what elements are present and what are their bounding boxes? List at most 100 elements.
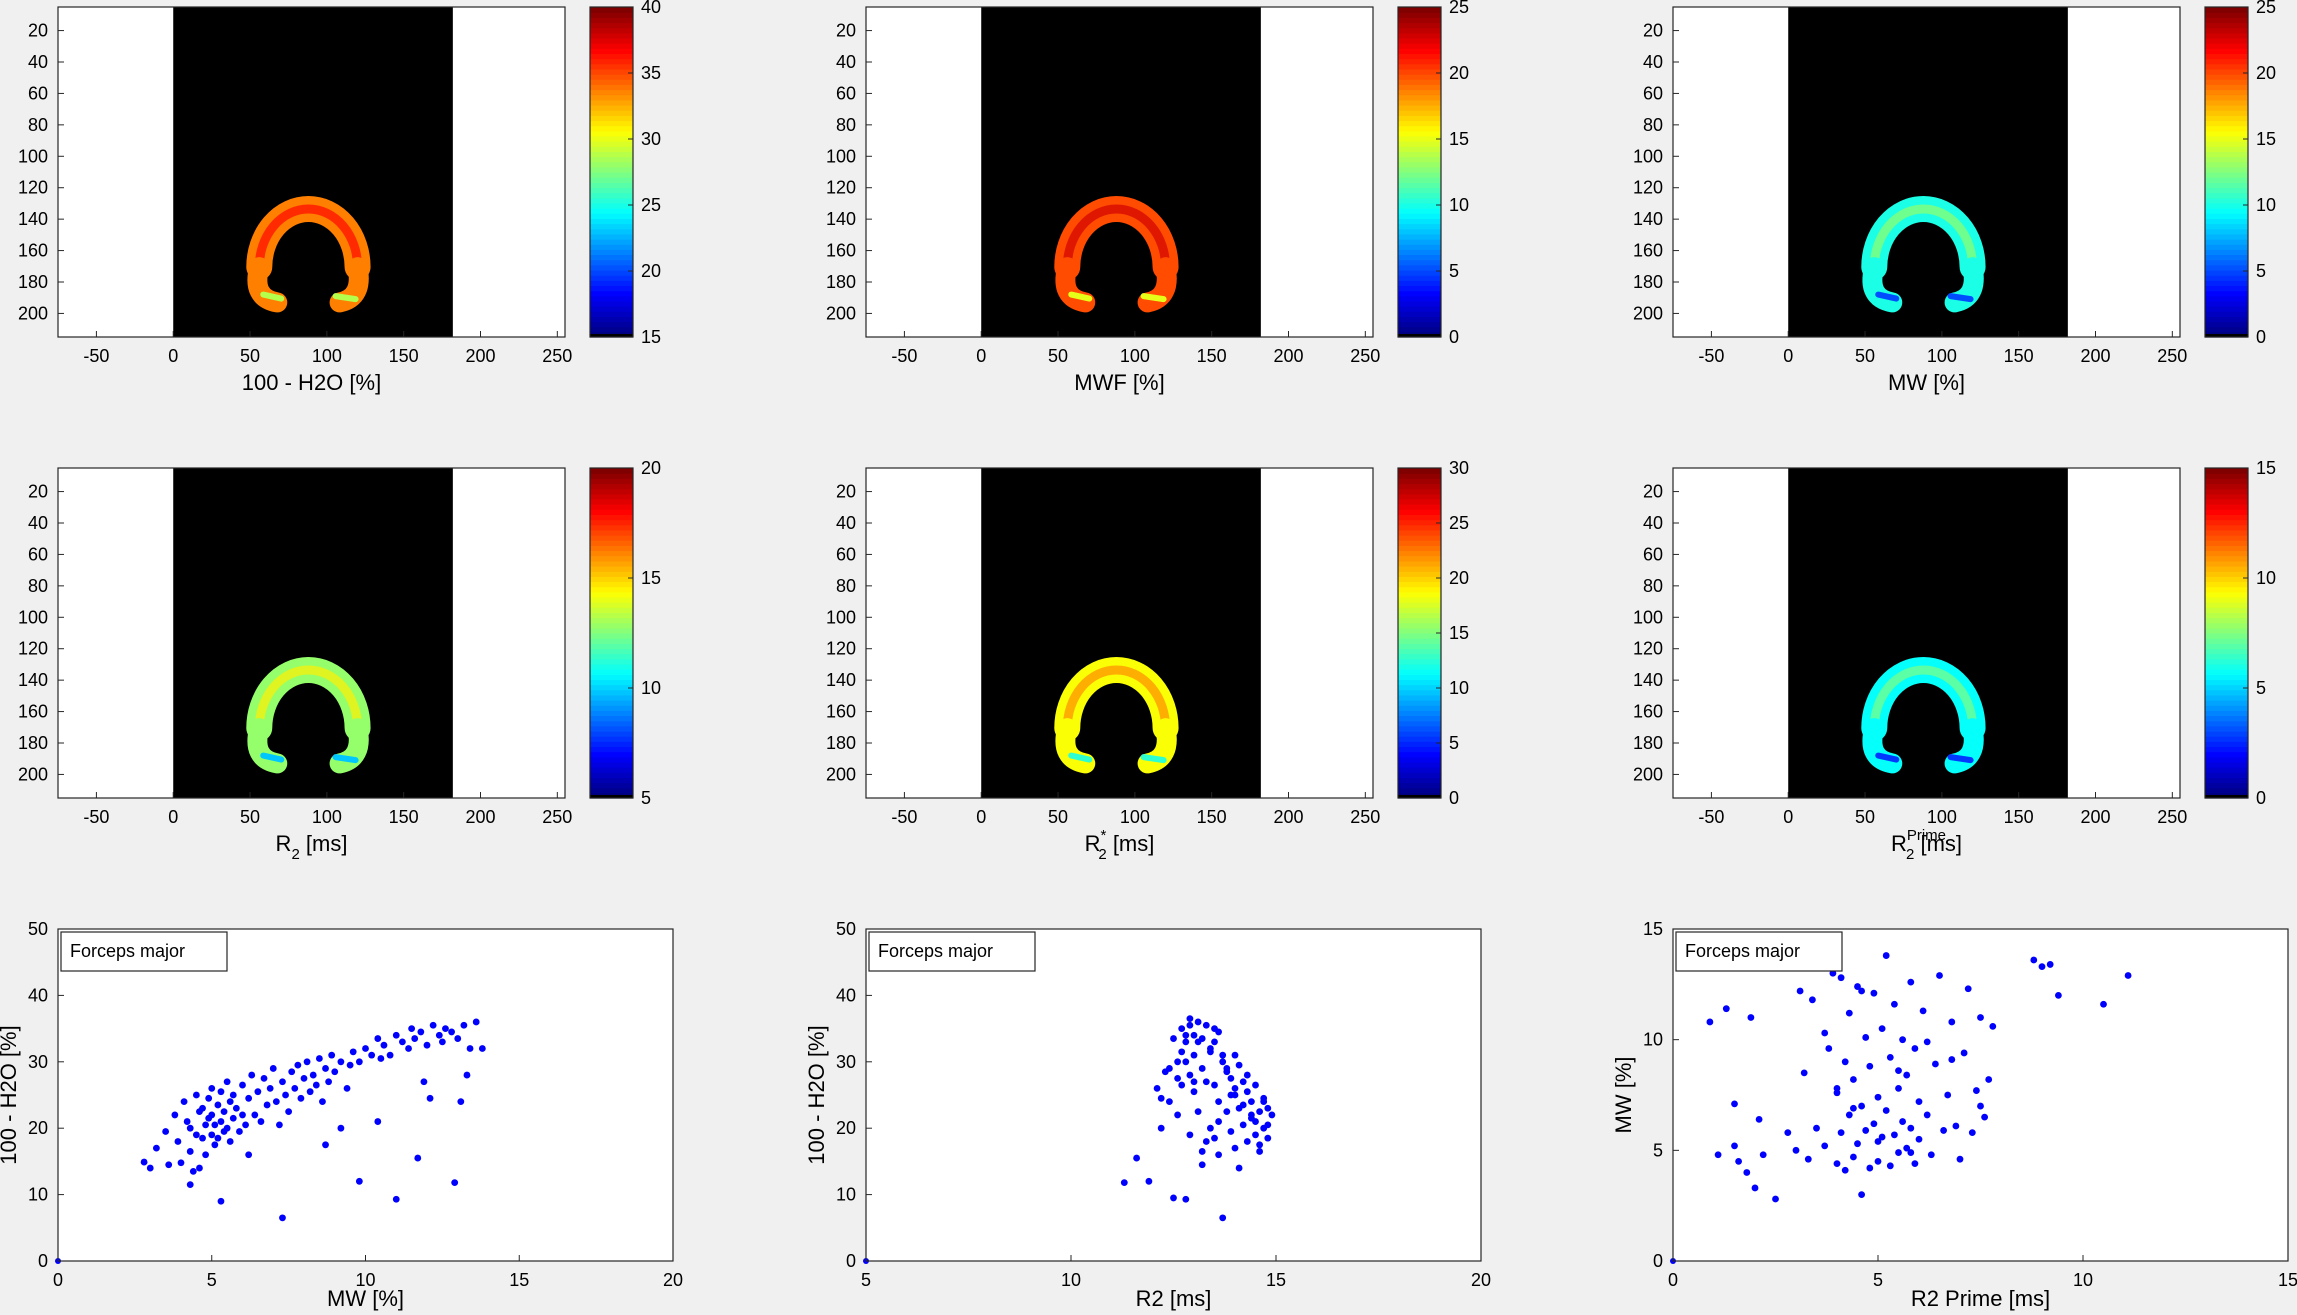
colorbar-segment [2205, 736, 2248, 742]
y-tick-label: 40 [836, 985, 856, 1005]
legend-box [1675, 931, 1843, 972]
data-point [1821, 1029, 1829, 1037]
data-point [1186, 1021, 1194, 1029]
tissue-arch-core [254, 665, 363, 729]
colorbar-segment [590, 782, 633, 789]
y-tick-label: 40 [1643, 513, 1663, 533]
colorbar-segment [2205, 202, 2248, 209]
colorbar-segment [2205, 612, 2248, 619]
data-point [1886, 1162, 1894, 1170]
x-tick-label: 10 [355, 1270, 375, 1290]
tissue-left-limb [247, 718, 288, 774]
colorbar-segment [1398, 130, 1441, 137]
plot-area [58, 929, 673, 1261]
x-tick-label: 150 [389, 346, 419, 366]
data-point [199, 1104, 206, 1112]
y-tick-label: 180 [1633, 272, 1663, 292]
x-tick-label: 0 [168, 346, 178, 366]
data-point [1858, 1191, 1865, 1198]
colorbar-segment [590, 213, 633, 220]
tissue-right-limb [1944, 718, 1984, 774]
x-tick-label: 50 [1855, 807, 1875, 827]
colorbar-segment [1398, 213, 1441, 220]
colorbar-floor [2205, 334, 2248, 337]
legend: Forceps major [60, 931, 228, 972]
colorbar-segment [2205, 684, 2248, 691]
data-point [1956, 1155, 1964, 1163]
colorbar-segment [590, 710, 633, 717]
colorbar-segment [2205, 156, 2248, 163]
data-point [1186, 1131, 1194, 1139]
colorbar-segment [590, 493, 633, 500]
data-point [1759, 1151, 1767, 1159]
y-axis-label: MW [%] [1611, 1057, 1636, 1134]
colorbar-segment [2205, 115, 2248, 122]
data-point [1944, 1091, 1952, 1099]
data-point [1923, 1111, 1931, 1119]
data-point [1190, 1088, 1198, 1096]
tissue-arch-core [1062, 204, 1171, 268]
colorbar-segment [590, 218, 633, 225]
data-point [1252, 1118, 1259, 1125]
colorbar-segment [2205, 669, 2248, 675]
colorbar-segment [590, 326, 633, 333]
data-point [1784, 1129, 1792, 1137]
data-point [1899, 1118, 1906, 1125]
y-tick-label: 160 [826, 702, 856, 722]
data-point [223, 1124, 231, 1132]
data-point [337, 1124, 345, 1132]
colorbar-segment [590, 7, 633, 13]
data-point [1239, 1121, 1247, 1129]
y-tick-label: 40 [1643, 52, 1663, 72]
data-point [1174, 1058, 1181, 1066]
colorbar-tick-label: 20 [641, 458, 661, 478]
x-tick-label: -50 [83, 346, 109, 366]
x-axis-label: MW [%] [327, 1286, 404, 1311]
data-point [1227, 1128, 1235, 1135]
data-point [392, 1031, 400, 1039]
colorbar-segment [2205, 674, 2248, 681]
data-point [420, 1078, 428, 1086]
legend: Forceps major [868, 931, 1036, 972]
y-tick-label: 160 [1633, 241, 1663, 261]
colorbar-tick-label: 0 [1449, 327, 1459, 347]
colorbar-tick-label: 30 [641, 129, 661, 149]
data-point [1878, 1133, 1886, 1141]
data-point [1989, 1022, 1997, 1030]
x-tick-label: 0 [168, 807, 178, 827]
colorbar-tick-label: 25 [1449, 0, 1469, 17]
colorbar-segment [2205, 638, 2248, 644]
data-point [325, 1078, 332, 1086]
data-point [1841, 1058, 1849, 1066]
colorbar-segment [1398, 772, 1441, 778]
colorbar-segment [590, 104, 633, 111]
colorbar-segment [590, 576, 633, 583]
colorbar-segment [1398, 478, 1441, 485]
colorbar-segment [1398, 115, 1441, 122]
y-tick-label: 160 [1633, 702, 1663, 722]
colorbar-segment [2205, 182, 2248, 189]
data-point [242, 1121, 249, 1129]
tissue-right-limb [329, 257, 369, 313]
colorbar-segment [2205, 259, 2248, 266]
colorbar-segment [2205, 777, 2248, 784]
colorbar-segment [2205, 197, 2248, 204]
data-point [1886, 1053, 1894, 1061]
y-tick-label: 20 [28, 482, 48, 502]
colorbar-segment [590, 669, 633, 675]
data-point [322, 1141, 329, 1149]
y-tick-label: 100 [18, 607, 48, 627]
colorbar-segment [2205, 316, 2248, 323]
tissue-left-limb [1055, 257, 1096, 313]
colorbar-segment [2205, 166, 2248, 173]
tissue-edge [260, 291, 359, 303]
colorbar-tick-label: 5 [641, 788, 651, 808]
y-tick-label: 60 [836, 544, 856, 564]
data-point [331, 1068, 339, 1076]
x-tick-label: 50 [1855, 346, 1875, 366]
data-point [257, 1118, 265, 1125]
colorbar-segment [2205, 653, 2248, 660]
colorbar-tick-label: 15 [1449, 129, 1469, 149]
colorbar-segment [590, 571, 633, 577]
data-point [1252, 1131, 1259, 1139]
